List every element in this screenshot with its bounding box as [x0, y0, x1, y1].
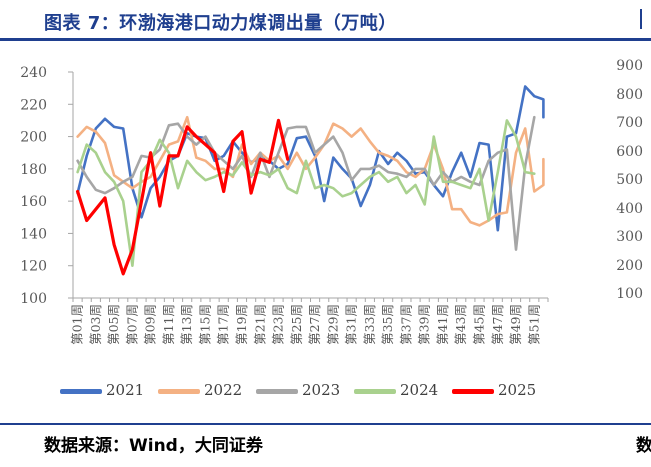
series-lines	[75, 85, 545, 276]
x-tick-label: 第21周	[252, 304, 267, 345]
x-tick-label: 第51周	[526, 304, 541, 345]
y-tick-label: 180	[20, 162, 47, 178]
adjacent-y-tick-label: 400	[616, 200, 643, 217]
legend-swatch	[60, 389, 102, 394]
x-tick-label: 第33周	[362, 304, 377, 345]
adjacent-y-tick-label: 700	[616, 115, 643, 131]
source-note: 数据来源：Wind，大同证券	[44, 436, 263, 456]
y-tick-label: 200	[20, 130, 47, 146]
legend-swatch	[158, 389, 200, 394]
x-tick-label: 第35周	[380, 304, 395, 345]
x-tick-label: 第41周	[435, 304, 450, 345]
legend-label: 2025	[498, 381, 537, 399]
x-tick-label: 第01周	[70, 304, 85, 345]
y-tick-label: 140	[20, 226, 47, 242]
x-tick-label: 第05周	[106, 304, 121, 345]
x-tick-label: 第25周	[289, 304, 304, 345]
chart-legend: 2021 2022 2023 2024 2025	[60, 380, 580, 402]
x-tick-label: 第27周	[307, 304, 322, 345]
series-line-2022	[76, 115, 545, 227]
adjacent-y-tick-label: 100	[616, 286, 643, 302]
legend-label: 2021	[106, 381, 145, 399]
y-tick-label: 240	[20, 65, 47, 81]
x-tick-label: 第11周	[161, 304, 176, 345]
x-tick-label: 第17周	[216, 304, 231, 345]
y-tick-label: 120	[20, 259, 47, 275]
y-axis: 100 120 140 160 180 200 220 240	[20, 65, 74, 307]
x-tick-label: 第07周	[124, 304, 139, 345]
x-tick-label: 第23周	[271, 304, 286, 345]
x-tick-label: 第39周	[417, 304, 432, 345]
x-tick-label: 第45周	[471, 304, 486, 345]
legend-swatch	[354, 389, 396, 394]
x-tick-label: 第03周	[88, 304, 103, 345]
adjacent-y-tick-label: 900	[616, 58, 643, 74]
adjacent-source-note: 数	[636, 436, 651, 456]
title-bar: 图表 7：环渤海港口动力煤调出量（万吨）	[0, 0, 651, 42]
title-underline	[0, 38, 651, 41]
x-tick-label: 第09周	[143, 304, 158, 345]
adjacent-y-tick-label: 800	[616, 86, 643, 103]
x-tick-label: 第43周	[453, 304, 468, 345]
x-tick-label: 第47周	[490, 304, 505, 345]
x-tick-label: 第37周	[398, 304, 413, 345]
x-tick-label: 第31周	[344, 304, 359, 345]
legend-label: 2023	[302, 381, 341, 399]
legend-swatch	[256, 389, 298, 394]
x-axis: 第01周 第03周 第05周 第07周 第09周 第11周 第13周 第15周 第17周 第19周…	[70, 297, 549, 345]
y-tick-label: 220	[20, 97, 47, 113]
page-title: 图表 7：环渤海港口动力煤调出量（万吨）	[44, 13, 397, 34]
series-line-2024	[76, 119, 536, 267]
legend-label: 2022	[204, 381, 243, 399]
x-tick-label: 第15周	[197, 304, 212, 345]
x-tick-label: 第49周	[508, 304, 523, 345]
adjacent-y-tick-label: 300	[616, 229, 643, 245]
y-tick-label: 100	[20, 291, 47, 307]
x-tick-label: 第13周	[179, 304, 194, 345]
x-tick-label: 第29周	[325, 304, 340, 345]
legend-label: 2024	[400, 381, 439, 399]
series-line-2025	[75, 118, 290, 276]
adjacent-y-tick-label: 200	[616, 257, 643, 274]
series-line-2021	[76, 85, 545, 232]
adjacent-y-tick-label: 600	[616, 143, 643, 160]
next-figure-edge	[640, 9, 651, 29]
y-tick-label: 160	[20, 194, 47, 210]
line-chart: 100 120 140 160 180 200 220 240 第01周 第03周 第05周 第07…	[20, 65, 549, 345]
x-tick-label: 第19周	[234, 304, 249, 345]
footer-divider	[0, 423, 651, 425]
adjacent-chart-axis: 900 800 700 600 500 400 300 200 100	[598, 58, 651, 318]
legend-swatch	[452, 389, 494, 394]
adjacent-y-tick-label: 500	[616, 172, 643, 188]
